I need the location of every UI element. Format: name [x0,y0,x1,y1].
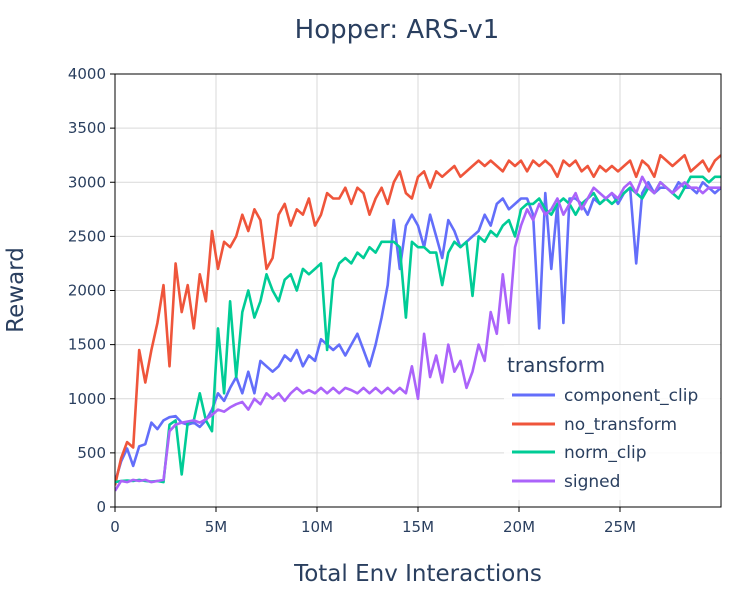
y-tick-label: 1000 [68,390,106,408]
y-axis-ticks: 0 500 1000 1500 2000 2500 3000 3500 4000 [68,65,115,516]
y-tick-label: 4000 [68,65,106,83]
legend-item-no-transform[interactable]: no_transform [512,415,677,435]
x-axis-title: Total Env Interactions [293,561,542,587]
x-tick-label: 10M [301,518,333,536]
series-line-signed [115,175,721,492]
y-tick-label: 3500 [68,119,106,137]
legend-label: component_clip [564,386,698,406]
legend-title: transform [507,353,605,377]
y-tick-label: 3000 [68,173,106,191]
x-tick-label: 15M [402,518,434,536]
y-tick-label: 500 [77,444,106,462]
y-tick-label: 1500 [68,336,106,354]
y-tick-label: 2000 [68,282,106,300]
y-tick-label: 2500 [68,227,106,245]
legend: transform component_clip no_transform no… [504,345,720,500]
x-tick-label: 5M [205,518,228,536]
chart-title: Hopper: ARS-v1 [295,15,500,45]
series-layer [115,153,721,492]
legend-label: signed [564,472,620,492]
x-tick-label: 25M [604,518,636,536]
series-line-no-transform [115,153,721,486]
x-axis-ticks: 0 5M 10M 15M 20M 25M [110,507,636,536]
legend-label: norm_clip [564,443,647,463]
x-tick-label: 20M [503,518,535,536]
legend-item-signed[interactable]: signed [512,472,620,492]
legend-label: no_transform [564,415,677,435]
legend-item-component-clip[interactable]: component_clip [512,386,698,406]
series-line-component-clip [115,181,721,483]
y-axis-title: Reward [3,247,29,333]
y-tick-label: 0 [96,498,106,516]
x-tick-label: 0 [110,518,120,536]
legend-item-norm-clip[interactable]: norm_clip [512,443,647,463]
